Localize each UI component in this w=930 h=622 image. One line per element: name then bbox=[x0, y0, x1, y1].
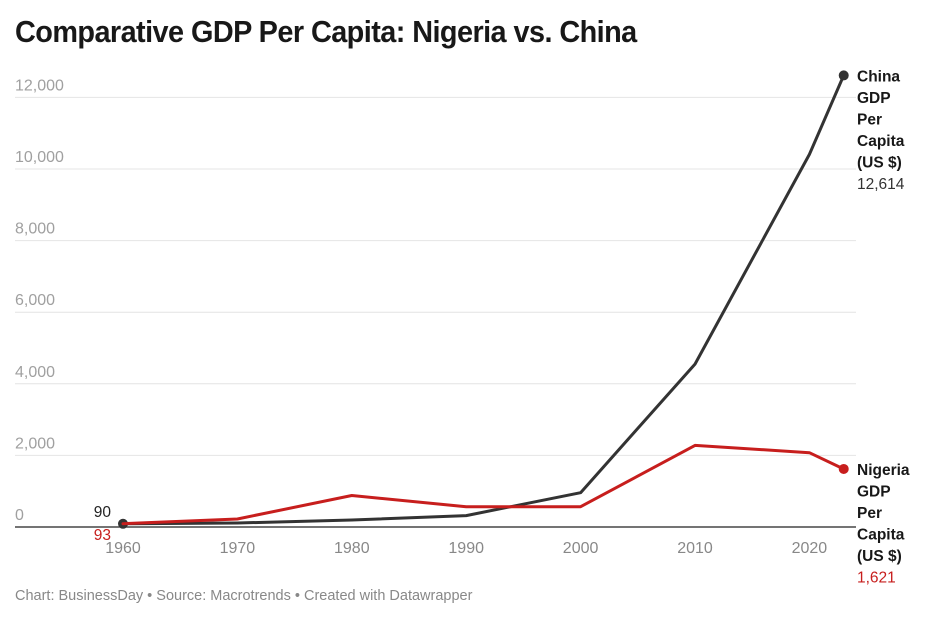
y-tick-label: 8,000 bbox=[15, 221, 55, 238]
chart-title: Comparative GDP Per Capita: Nigeria vs. … bbox=[15, 14, 637, 49]
x-tick-label: 1990 bbox=[448, 540, 484, 557]
x-tick-label: 1960 bbox=[105, 540, 141, 557]
x-tick-label: 2000 bbox=[563, 540, 599, 557]
nigeria-series-label: Per bbox=[857, 505, 882, 522]
x-tick-label: 2020 bbox=[792, 540, 828, 557]
series-lines bbox=[118, 70, 849, 529]
nigeria-line bbox=[121, 443, 846, 526]
y-tick-label: 0 bbox=[15, 507, 24, 524]
x-tick-label: 1970 bbox=[220, 540, 256, 557]
nigeria-series-label: (US $) bbox=[857, 548, 902, 565]
nigeria-series-label: Nigeria bbox=[857, 462, 910, 479]
china-end-point bbox=[838, 70, 849, 81]
china-line bbox=[121, 73, 846, 526]
y-tick-label: 12,000 bbox=[15, 77, 64, 94]
china-end-value: 12,614 bbox=[857, 176, 905, 193]
series-labels: China GDP Per Capita (US $) 12,614 90 Nigeria GD… bbox=[94, 68, 910, 586]
china-series-label: China bbox=[857, 68, 900, 85]
nigeria-end-value: 1,621 bbox=[857, 569, 896, 586]
nigeria-end-point bbox=[838, 463, 849, 474]
y-axis-ticks: 0 2,000 4,000 6,000 8,000 10,000 12,000 bbox=[15, 77, 64, 524]
x-tick-label: 2010 bbox=[677, 540, 713, 557]
nigeria-start-value: 93 bbox=[94, 527, 111, 544]
y-tick-label: 10,000 bbox=[15, 149, 64, 166]
gridlines bbox=[15, 96, 856, 456]
nigeria-series-label: Capita bbox=[857, 526, 905, 543]
china-series-label: Per bbox=[857, 111, 882, 128]
china-start-value: 90 bbox=[94, 504, 112, 521]
x-tick-label: 1980 bbox=[334, 540, 370, 557]
chart-footer: Chart: BusinessDay • Source: Macrotrends… bbox=[15, 588, 473, 604]
y-tick-label: 6,000 bbox=[15, 292, 55, 309]
y-tick-label: 2,000 bbox=[15, 435, 55, 452]
china-series-label: GDP bbox=[857, 90, 891, 107]
nigeria-series-label: GDP bbox=[857, 483, 891, 500]
china-series-label: (US $) bbox=[857, 154, 902, 171]
china-series-label: Capita bbox=[857, 133, 905, 150]
y-tick-label: 4,000 bbox=[15, 364, 55, 381]
x-axis-ticks: 1960 1970 1980 1990 2000 2010 2020 bbox=[105, 540, 827, 557]
